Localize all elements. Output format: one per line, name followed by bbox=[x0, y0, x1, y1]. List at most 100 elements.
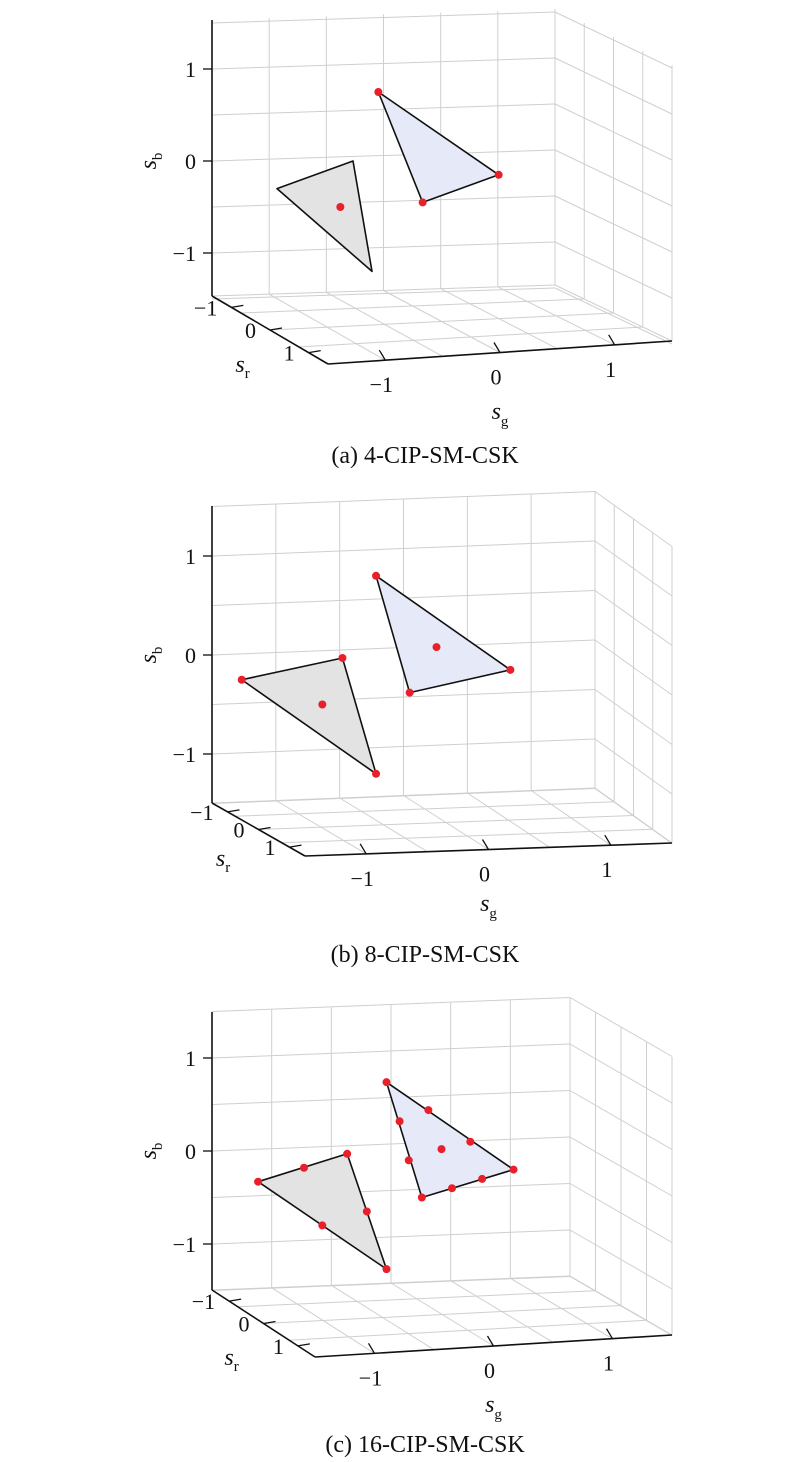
z-axis-label-sub: b bbox=[150, 647, 166, 655]
grid-line bbox=[569, 1275, 673, 1336]
y-tick-label: 0 bbox=[234, 818, 245, 843]
x-tick bbox=[378, 349, 386, 361]
data-point bbox=[424, 1106, 433, 1115]
data-point bbox=[343, 1149, 352, 1158]
x-tick-label: −1 bbox=[359, 1365, 382, 1390]
x-tick bbox=[359, 843, 367, 855]
data-point bbox=[382, 1265, 391, 1274]
grid-line bbox=[554, 284, 673, 342]
data-point bbox=[237, 675, 246, 684]
x-tick bbox=[486, 1335, 495, 1347]
grid-line bbox=[258, 815, 634, 830]
x-tick-label: 1 bbox=[603, 1351, 614, 1376]
grid-line bbox=[569, 997, 673, 1057]
grid-line bbox=[211, 997, 571, 1012]
x-tick-label: 0 bbox=[491, 365, 502, 390]
x-tick-label: 0 bbox=[479, 862, 490, 887]
y-axis-label-sub: r bbox=[225, 860, 230, 876]
grid-line bbox=[211, 540, 596, 557]
z-tick-label: 1 bbox=[185, 544, 196, 569]
y-tick bbox=[269, 327, 283, 331]
x-axis-label-sub: g bbox=[494, 1407, 502, 1423]
data-point bbox=[336, 203, 345, 211]
y-tick-label: 1 bbox=[273, 1334, 284, 1359]
grid-line bbox=[569, 1183, 673, 1243]
y-tick-label: −1 bbox=[194, 295, 217, 320]
grid-line bbox=[594, 590, 673, 646]
grid-line bbox=[594, 491, 673, 547]
data-point bbox=[318, 1221, 327, 1230]
data-point bbox=[494, 170, 503, 179]
z-axis-label-sub: b bbox=[150, 1143, 166, 1151]
y-axis-label-sub: r bbox=[245, 366, 250, 382]
grid-line bbox=[281, 828, 653, 844]
x-tick-label: 1 bbox=[605, 357, 616, 382]
triangle-right bbox=[385, 1081, 515, 1199]
y-axis-label-sub: r bbox=[234, 1359, 239, 1375]
y-tick-label: −1 bbox=[190, 800, 213, 825]
grid-line bbox=[569, 1090, 673, 1150]
z-axis-label: sb bbox=[136, 153, 166, 170]
grid-line bbox=[211, 287, 556, 300]
grid-line bbox=[211, 738, 596, 755]
grid-line bbox=[554, 287, 673, 345]
data-point bbox=[432, 643, 441, 652]
z-tick-label: −1 bbox=[173, 241, 196, 266]
grid-line bbox=[569, 1136, 673, 1197]
x-axis-label: sg bbox=[492, 399, 509, 430]
grid-line bbox=[554, 149, 673, 207]
z-axis-label: sb bbox=[136, 647, 166, 664]
y-tick-label: 0 bbox=[239, 1312, 250, 1337]
triangle-right bbox=[375, 574, 512, 694]
chart-panel-0: −1 0 1 sb −1 0 1 sg −1 0 1 sr (a) 4-CIP-SM-CSK bbox=[136, 9, 673, 469]
grid-line bbox=[211, 103, 556, 116]
z-tick-label: −1 bbox=[173, 1232, 196, 1257]
y-tick-label: −1 bbox=[192, 1289, 215, 1314]
grid-line bbox=[211, 1043, 571, 1059]
grid-line bbox=[554, 11, 673, 69]
grid-lines bbox=[211, 997, 673, 1354]
grid-line bbox=[554, 241, 673, 299]
data-point bbox=[362, 1207, 371, 1216]
grid-line bbox=[594, 787, 673, 844]
grid-line bbox=[594, 689, 673, 745]
x-tick bbox=[605, 1328, 614, 1340]
panel-caption: (c) 16-CIP-SM-CSK bbox=[325, 1432, 525, 1458]
data-point bbox=[466, 1137, 475, 1146]
grid-line bbox=[211, 1136, 571, 1152]
grid-line bbox=[269, 312, 614, 331]
x-axis-label: sg bbox=[485, 1392, 502, 1423]
data-point bbox=[254, 1177, 263, 1186]
grid-line bbox=[211, 195, 556, 208]
y-tick-label: 0 bbox=[245, 318, 256, 343]
z-tick-label: 1 bbox=[185, 1046, 196, 1071]
grid-line bbox=[554, 57, 673, 115]
y-tick-label: 1 bbox=[265, 835, 276, 860]
z-tick-label: −1 bbox=[173, 742, 196, 767]
grid-line bbox=[569, 1043, 673, 1104]
grid-line bbox=[235, 801, 615, 817]
data-point bbox=[417, 1193, 426, 1202]
grid-line bbox=[211, 57, 556, 70]
grid-line bbox=[211, 1229, 571, 1245]
data-point bbox=[372, 769, 381, 778]
y-tick bbox=[289, 844, 302, 848]
data-point bbox=[395, 1117, 404, 1126]
data-point bbox=[338, 653, 347, 662]
y-tick-label: 1 bbox=[284, 341, 295, 366]
y-axis-label: sr bbox=[235, 352, 249, 382]
y-tick bbox=[297, 1343, 310, 1347]
grid-line bbox=[298, 326, 643, 348]
data-point bbox=[382, 1078, 391, 1087]
data-point bbox=[374, 88, 383, 96]
x-tick-label: 0 bbox=[484, 1358, 495, 1383]
grid-line bbox=[211, 1275, 571, 1291]
y-axis-label: sr bbox=[224, 1345, 238, 1375]
data-point bbox=[478, 1174, 487, 1183]
x-tick-label: −1 bbox=[350, 866, 373, 891]
z-tick-label: 0 bbox=[185, 149, 196, 174]
grid-line bbox=[263, 1305, 622, 1324]
